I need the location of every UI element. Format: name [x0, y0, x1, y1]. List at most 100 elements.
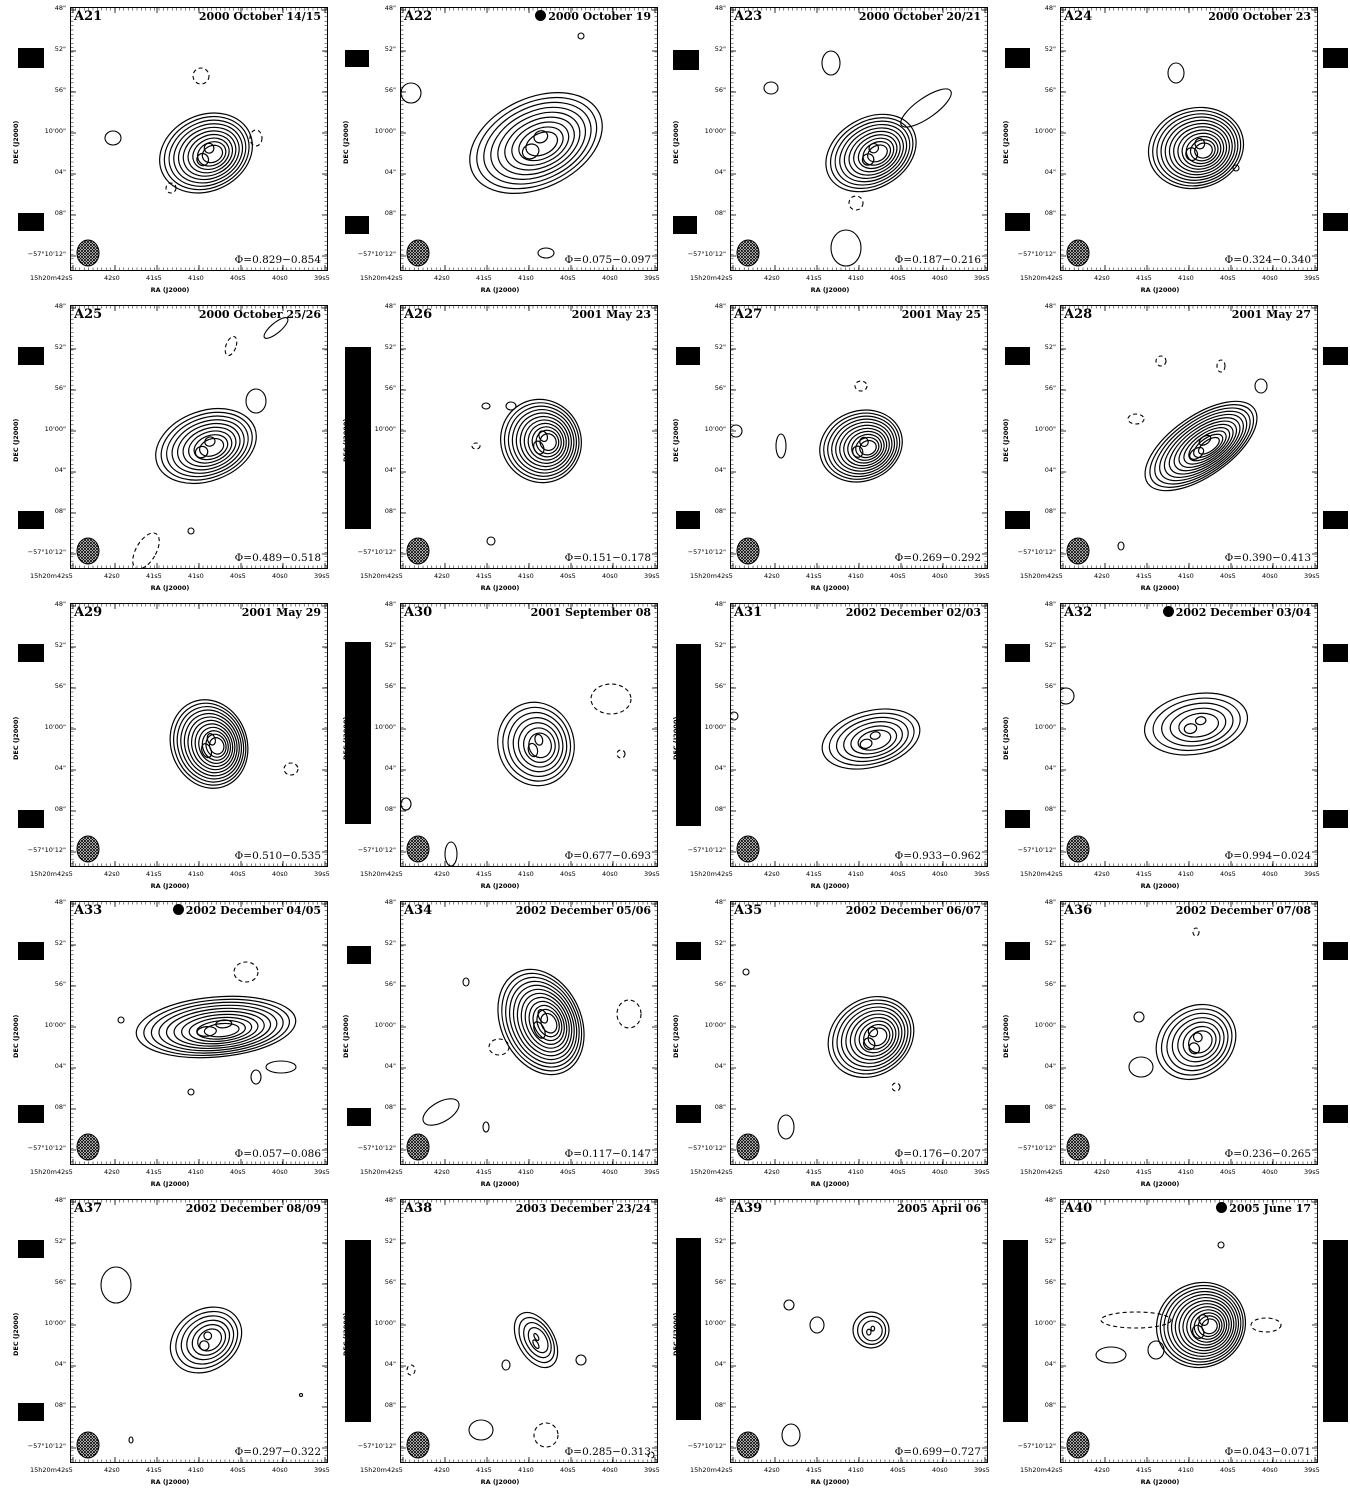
positive-contour [830, 229, 862, 267]
black-bar [18, 1105, 44, 1123]
black-bar [18, 347, 44, 365]
black-bar [676, 347, 700, 365]
positive-contour [1128, 1056, 1154, 1078]
y-tick-label: 04" [384, 168, 396, 176]
y-tick-label: 48" [384, 898, 396, 906]
contour-map [731, 8, 987, 270]
y-tick-label: −57°10'12" [1017, 846, 1056, 854]
black-bar [1323, 810, 1348, 828]
y-tick-label: 10'00" [704, 1319, 726, 1327]
contour-frame: A24 2000 October 23 Φ=0.324−0.340 [1060, 7, 1318, 271]
positive-contour [187, 527, 195, 535]
positive-contour [486, 536, 496, 546]
x-tick-label: 40s0 [932, 870, 948, 878]
y-tick-label: 10'00" [44, 1021, 66, 1029]
x-tick-label: 39s5 [1304, 274, 1320, 282]
x-tick-label: 41s5 [806, 870, 822, 878]
y-tick-label: 52" [384, 641, 396, 649]
contour-frame: A28 2001 May 27 Φ=0.390−0.413 [1060, 305, 1318, 569]
contour-map [1061, 1200, 1317, 1462]
orbital-phase: Φ=0.489−0.518 [234, 552, 321, 564]
y-tick-label: 08" [714, 1103, 726, 1111]
map-panel-a26: 48"52"56"10'00"04"08"−57°10'12"DEC (J200… [330, 302, 660, 600]
map-panel-a36: 48" 52" 56" 10'00" 04" 08" −57°10'12" DEC (J200… [990, 898, 1320, 1196]
contour-map [71, 306, 327, 568]
x-tick-label: 41s0 [848, 1168, 864, 1176]
contour-frame: A25 2000 October 25/26 Φ=0.489−0.518 [70, 305, 328, 569]
negative-contour [848, 195, 864, 211]
x-axis-title: RA (J2000) [150, 584, 190, 592]
contour-map [1061, 604, 1317, 866]
negative-contour [233, 961, 259, 983]
black-bar [18, 511, 44, 529]
observation-date: 2000 October 25/26 [198, 308, 321, 321]
positive-contour [775, 433, 787, 459]
x-tick-label: 39s5 [974, 870, 990, 878]
source-contours [1147, 106, 1245, 190]
observation-date: 2001 May 25 [901, 308, 981, 321]
black-bar [1323, 511, 1348, 529]
y-tick-label: −57°10'12" [687, 846, 726, 854]
x-tick-label: 40s0 [602, 870, 618, 878]
y-tick-label: 56" [714, 682, 726, 690]
filled-circle-icon [535, 10, 547, 21]
y-tick-label: −57°10'12" [27, 1144, 66, 1152]
y-tick-label: 04" [384, 1062, 396, 1070]
x-tick-label: 39s5 [974, 1168, 990, 1176]
x-tick-label: 39s5 [644, 1466, 660, 1474]
contour-map [401, 902, 657, 1164]
x-tick-label: 40s0 [602, 572, 618, 580]
y-tick-label: −57°10'12" [687, 1144, 726, 1152]
x-tick-label: 15h20m42s5 [690, 1168, 733, 1176]
x-tick-label: 40s5 [890, 274, 906, 282]
y-tick-label: 52" [384, 45, 396, 53]
beam-ellipse-icon [1066, 835, 1090, 863]
orbital-phase: Φ=0.510−0.535 [234, 850, 321, 862]
y-tick-label: −57°10'12" [357, 1442, 396, 1450]
y-tick-label: 04" [1044, 764, 1056, 772]
x-tick-label: 40s0 [1262, 1168, 1278, 1176]
x-tick-label: 40s5 [230, 870, 246, 878]
negative-contour [1127, 413, 1145, 425]
contour-frame: A39 2005 April 06 Φ=0.699−0.727 [730, 1199, 988, 1463]
y-tick-label: 08" [1044, 1401, 1056, 1409]
x-tick-label: 40s0 [932, 1168, 948, 1176]
x-tick-label: 40s0 [272, 1466, 288, 1474]
y-tick-label: 56" [714, 384, 726, 392]
map-panel-a30: 48"52"56"10'00"04"08"−57°10'12"DEC (J200… [330, 600, 660, 898]
observation-date: 2001 May 23 [571, 308, 651, 321]
orbital-phase: Φ=0.933−0.962 [894, 850, 981, 862]
y-tick-label: 56" [1044, 682, 1056, 690]
x-axis-title: RA (J2000) [150, 1478, 190, 1486]
x-tick-label: 40s5 [890, 870, 906, 878]
y-tick-label: 04" [54, 466, 66, 474]
x-tick-label: 41s0 [1178, 274, 1194, 282]
x-tick-label: 41s0 [1178, 870, 1194, 878]
black-bar [345, 216, 369, 234]
x-tick-label: 41s0 [848, 1466, 864, 1474]
orbital-phase: Φ=0.677−0.693 [564, 850, 651, 862]
x-tick-label: 40s0 [1262, 870, 1278, 878]
orbital-phase: Φ=0.324−0.340 [1224, 254, 1311, 266]
x-tick-label: 41s0 [518, 870, 534, 878]
y-tick-label: 48" [384, 4, 396, 12]
source-contours [827, 995, 915, 1079]
y-tick-label: 08" [1044, 507, 1056, 515]
source-contours [135, 995, 297, 1059]
negative-contour [132, 532, 160, 568]
x-tick-label: 15h20m42s5 [30, 572, 73, 580]
positive-contour [245, 388, 267, 414]
panel-id: A35 [734, 903, 763, 918]
panel-id: A22 [404, 9, 433, 24]
negative-contour [1155, 355, 1167, 367]
x-tick-label: 41s5 [806, 274, 822, 282]
x-tick-label: 39s5 [314, 572, 330, 580]
y-tick-label: 08" [1044, 805, 1056, 813]
observation-date: 2000 October 23 [1208, 10, 1311, 23]
x-tick-label: 41s0 [518, 1466, 534, 1474]
negative-contour [854, 380, 868, 392]
negative-contour [533, 1422, 559, 1448]
y-tick-label: −57°10'12" [1017, 1144, 1056, 1152]
x-tick-label: 42s0 [764, 572, 780, 580]
x-axis-title: RA (J2000) [1140, 882, 1180, 890]
